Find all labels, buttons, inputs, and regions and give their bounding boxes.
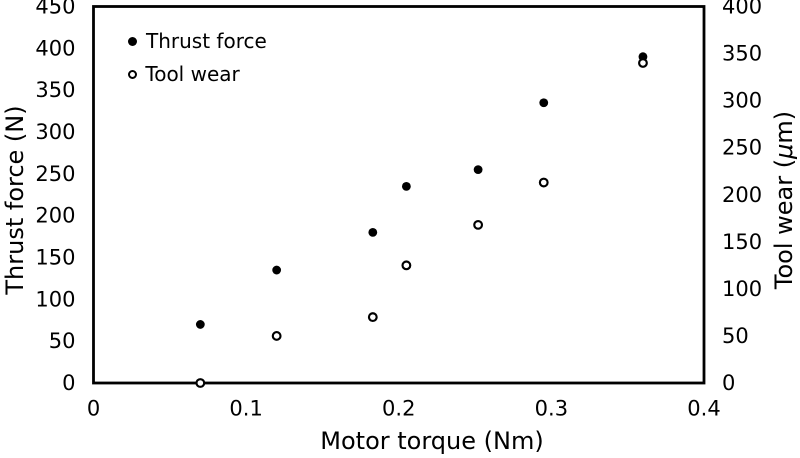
y-right-tick-label: 200 (722, 183, 762, 207)
y-right-tick-label: 150 (722, 230, 762, 254)
y-left-tick-label: 0 (62, 371, 75, 395)
open-circle-marker-icon (128, 69, 138, 80)
data-point-thrust-force (473, 165, 483, 175)
data-point-thrust-force (401, 181, 411, 191)
y-left-tick-label: 100 (35, 287, 75, 311)
y-left-tick-label: 200 (35, 204, 75, 228)
legend-label-tool-wear: Tool wear (145, 62, 240, 86)
data-point-thrust-force (368, 228, 378, 237)
data-point-thrust-force (539, 98, 549, 108)
y-right-tick-label: 0 (722, 371, 735, 395)
y-right-tick-label: 400 (722, 0, 762, 19)
filled-circle-marker-icon (128, 37, 137, 46)
x-tick-label: 0 (87, 397, 100, 421)
y-right-axis-title-pre: Tool wear ( (770, 158, 798, 290)
y-left-axis-title: Thrust force (N) (1, 105, 29, 295)
mu-symbol: μ (770, 143, 798, 159)
y-right-tick-label: 350 (722, 42, 762, 66)
x-tick-label: 0.1 (229, 397, 262, 421)
legend-label-thrust-force: Thrust force (146, 29, 267, 53)
data-point-thrust-force (195, 320, 205, 329)
x-tick-label: 0.4 (687, 397, 720, 421)
data-point-thrust-force (272, 265, 282, 275)
y-right-axis-title: Tool wear (μm) (770, 111, 798, 289)
y-left-tick-label: 300 (35, 120, 75, 144)
data-point-tool-wear (638, 58, 648, 68)
y-left-tick-label: 250 (35, 162, 75, 186)
data-point-tool-wear (538, 177, 549, 188)
data-point-tool-wear (195, 378, 206, 388)
data-point-tool-wear (367, 312, 378, 323)
y-left-tick-label: 400 (35, 36, 75, 60)
data-point-tool-wear (473, 219, 484, 230)
x-axis-title: Motor torque (Nm) (320, 427, 544, 455)
data-point-tool-wear (401, 260, 412, 271)
y-left-tick-label: 450 (35, 0, 75, 19)
y-right-tick-label: 50 (722, 324, 749, 348)
legend-item-thrust-force: Thrust force (128, 31, 267, 52)
y-right-tick-label: 250 (722, 136, 762, 160)
legend-item-tool-wear: Tool wear (128, 64, 240, 85)
y-right-tick-label: 100 (722, 277, 762, 301)
x-tick-label: 0.2 (382, 397, 415, 421)
plot-frame (92, 5, 706, 385)
y-left-tick-label: 350 (35, 78, 75, 102)
data-point-tool-wear (271, 331, 282, 341)
x-tick-label: 0.3 (535, 397, 568, 421)
y-left-tick-label: 50 (49, 329, 76, 353)
y-right-axis-title-post: m) (770, 110, 798, 144)
y-right-tick-label: 300 (722, 89, 762, 113)
y-left-tick-label: 150 (35, 246, 75, 270)
